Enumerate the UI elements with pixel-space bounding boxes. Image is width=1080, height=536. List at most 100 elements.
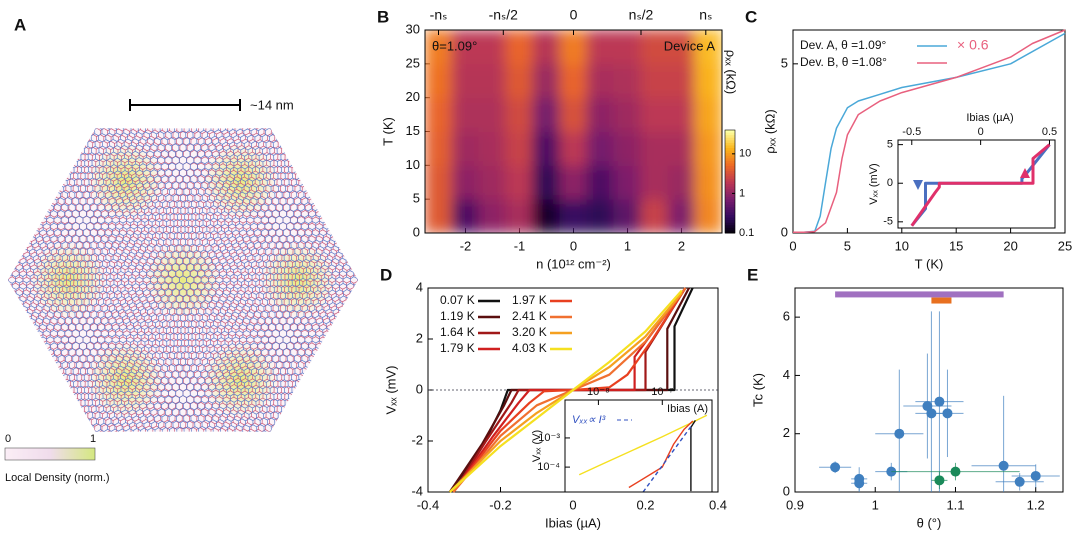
x-tick-label: -2 (460, 238, 472, 253)
panel-label: A (14, 15, 26, 34)
heatmap-cell (694, 131, 722, 166)
colorbar-step (725, 140, 735, 144)
heatmap-cell (478, 164, 507, 200)
y-axis-label: ρₓₓ (kΩ) (762, 109, 777, 153)
heatmap-cell (667, 30, 696, 65)
y-tick-label: 2 (783, 425, 790, 440)
heatmap-cell (640, 164, 669, 200)
x-tick-label: 0.4 (709, 497, 727, 512)
data-line (452, 287, 687, 493)
colorbar-label: Local Density (norm.) (5, 472, 110, 484)
legend-label: 2.41 K (512, 309, 547, 323)
colorbar-step (725, 222, 735, 226)
y-axis-label: Vₓₓ (mV) (868, 163, 880, 204)
colorbar-step (725, 194, 735, 198)
x2-tick-label: nₛ/2 (629, 7, 654, 23)
heatmap-cell (613, 30, 642, 65)
data-point (942, 408, 953, 419)
plot-frame (897, 139, 1056, 229)
heatmap-cell (532, 30, 561, 65)
heatmap-cell (586, 164, 615, 200)
heatmap-cell (532, 63, 561, 99)
colorbar-step (725, 150, 735, 154)
colorbar-step (725, 137, 735, 141)
heatmap-cell (532, 131, 561, 166)
colorbar-step (725, 220, 735, 224)
data-line (578, 414, 708, 476)
data-point (894, 428, 905, 439)
heatmap-cell (586, 30, 615, 65)
x2-tick-label: -nₛ/2 (489, 7, 519, 23)
y-tick-label: 10 (406, 157, 420, 172)
data-point (934, 396, 945, 407)
data-point (922, 401, 933, 412)
y-axis-label: T (K) (380, 117, 395, 146)
y-axis-label: Vₓₓ (mV) (383, 366, 398, 415)
sweep-arrow (1020, 168, 1030, 178)
heatmap-cell (451, 164, 480, 200)
heatmap-cell (559, 63, 588, 99)
heatmap-cell (586, 198, 615, 233)
heatmap-cell (478, 97, 507, 132)
heatmap-cell (667, 164, 696, 200)
colorbar-step (725, 166, 735, 170)
data-point (830, 462, 841, 473)
x-axis-label: n (10¹² cm⁻²) (536, 256, 611, 271)
heatmap-cell (451, 30, 480, 65)
x-tick-label: 1 (872, 497, 879, 512)
heatmap-cell (613, 63, 642, 99)
annotation: θ=1.09° (432, 38, 477, 53)
heatmap-cell (667, 198, 696, 233)
heatmap-cell (559, 164, 588, 200)
y-tick-label: 5 (413, 191, 420, 206)
x-tick-label: -0.2 (489, 497, 511, 512)
heatmap-cell (694, 198, 722, 233)
annotation: Device A (664, 38, 716, 53)
x-tick-label: 1.1 (946, 497, 964, 512)
x-tick-label: 2 (678, 238, 685, 253)
colorbar-step (725, 160, 735, 164)
colorbar-step (725, 209, 735, 213)
theta-range (835, 291, 1004, 298)
heatmap-cell (505, 198, 534, 233)
x-axis-label: Ibias (µA) (966, 112, 1013, 124)
heatmap-cell (613, 164, 642, 200)
colorbar-step (725, 225, 735, 229)
data-line (642, 423, 694, 493)
data-line (793, 29, 1066, 234)
heatmap-cell (451, 97, 480, 132)
density-colorbar (4, 447, 96, 461)
colorbar-step (725, 181, 735, 185)
heatmap-cell (667, 97, 696, 132)
legend-label: 1.79 K (440, 341, 475, 355)
heatmap-cell (478, 63, 507, 99)
data-line (452, 287, 687, 493)
y-tick-label: 5 (781, 55, 788, 70)
panel-label: B (377, 7, 389, 26)
colorbar-step (725, 145, 735, 149)
heatmap-cells (425, 30, 722, 233)
y-tick-label: 20 (406, 89, 420, 104)
x2-tick-label: nₛ (699, 7, 712, 23)
heatmap (425, 30, 722, 233)
heatmap-cell (694, 30, 722, 65)
legend-label: 1.97 K (512, 293, 547, 307)
data-point (1030, 470, 1041, 481)
y-tick-label: 0 (781, 224, 788, 239)
colorbar-tick-label: 10 (739, 148, 751, 160)
colorbar-step (725, 227, 735, 231)
heatmap-cell (425, 63, 453, 99)
y-tick-label: 15 (406, 123, 420, 138)
legend-label: 0.07 K (440, 293, 475, 307)
y-tick-label: 5 (887, 139, 893, 151)
data-point (950, 466, 961, 477)
x-tick-label: 0.5 (1042, 126, 1057, 138)
colorbar-tick-label: 0.1 (739, 227, 754, 239)
plot-frame (564, 399, 713, 493)
legend-label: 3.20 K (512, 325, 547, 339)
data-point (1014, 476, 1025, 487)
heatmap-cell (425, 97, 453, 132)
colorbar-step (725, 168, 735, 172)
colorbar-tick: 0 (5, 433, 11, 445)
